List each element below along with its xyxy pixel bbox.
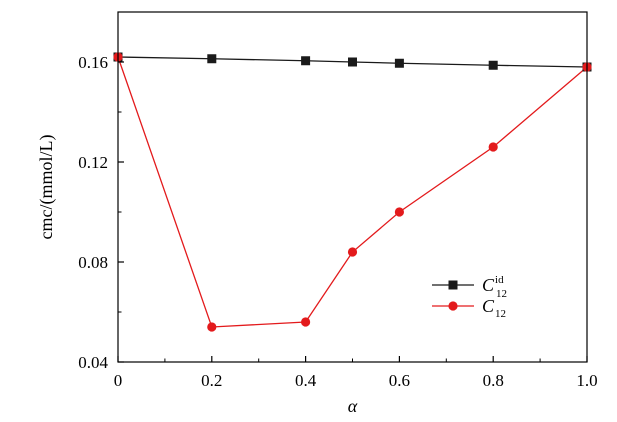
axis-ticks bbox=[117, 61, 588, 363]
y-tick-label: 0.08 bbox=[78, 253, 108, 272]
data-point-square bbox=[394, 58, 404, 68]
data-point-circle bbox=[301, 317, 311, 327]
x-tick-label: 0.2 bbox=[201, 371, 222, 390]
data-point-circle bbox=[207, 322, 217, 332]
y-tick-label: 0.04 bbox=[78, 353, 108, 372]
x-axis-title: α bbox=[348, 396, 358, 416]
data-point-square bbox=[348, 57, 357, 67]
y-tick-label: 0.12 bbox=[78, 153, 108, 172]
data-point-circle bbox=[347, 247, 358, 257]
legend-marker-circle bbox=[448, 301, 458, 311]
x-tick-label: 0 bbox=[114, 371, 123, 390]
x-tick-label: 0.8 bbox=[483, 371, 504, 390]
series-lines bbox=[117, 56, 588, 328]
legend-label: C12 bbox=[482, 296, 506, 320]
series-line-1 bbox=[117, 56, 588, 328]
data-point-circle bbox=[394, 207, 404, 217]
x-tick-label: 0.4 bbox=[295, 371, 317, 390]
data-point-square bbox=[301, 56, 311, 66]
data-point-circle bbox=[488, 142, 498, 152]
legend-label: Cid 12 bbox=[482, 274, 507, 300]
data-point-square bbox=[488, 60, 498, 70]
y-axis-title: cmc/(mmol/L) bbox=[36, 135, 57, 240]
series-markers bbox=[113, 52, 592, 332]
x-tick-label: 1.0 bbox=[576, 371, 597, 390]
x-tick-label: 0.6 bbox=[389, 371, 410, 390]
axis-tick-labels: 0 0.2 0.4 0.6 0.8 1.0 0.04 0.08 0.12 0.16 bbox=[78, 53, 597, 390]
data-point-square bbox=[207, 54, 217, 64]
y-tick-label: 0.16 bbox=[78, 53, 108, 72]
legend-marker-square bbox=[448, 280, 458, 290]
